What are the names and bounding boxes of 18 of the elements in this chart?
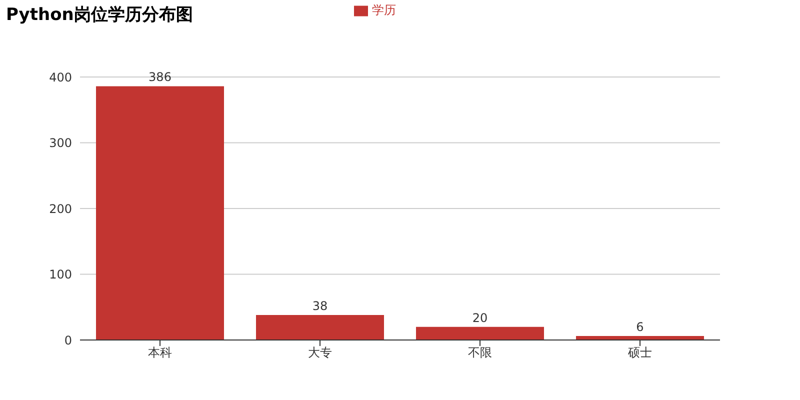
y-tick-label: 200 bbox=[49, 202, 72, 216]
legend-label: 学历 bbox=[372, 3, 396, 17]
y-tick-label: 0 bbox=[64, 333, 72, 348]
y-tick-label: 400 bbox=[49, 70, 72, 84]
x-tick-label: 大专 bbox=[308, 346, 332, 360]
y-tick-label: 100 bbox=[49, 268, 72, 282]
data-label: 386 bbox=[148, 70, 172, 84]
data-label: 6 bbox=[636, 320, 644, 334]
data-label: 20 bbox=[472, 310, 488, 325]
y-tick-label: 300 bbox=[49, 136, 72, 150]
x-tick-label: 不限 bbox=[468, 346, 492, 360]
bar bbox=[256, 315, 384, 340]
bar bbox=[416, 326, 544, 340]
bar bbox=[96, 86, 224, 340]
data-label: 38 bbox=[312, 299, 328, 314]
chart-title: Python岗位学历分布图 bbox=[6, 4, 193, 26]
x-tick-label: 硕士 bbox=[627, 346, 652, 360]
x-tick-label: 本科 bbox=[148, 346, 172, 360]
